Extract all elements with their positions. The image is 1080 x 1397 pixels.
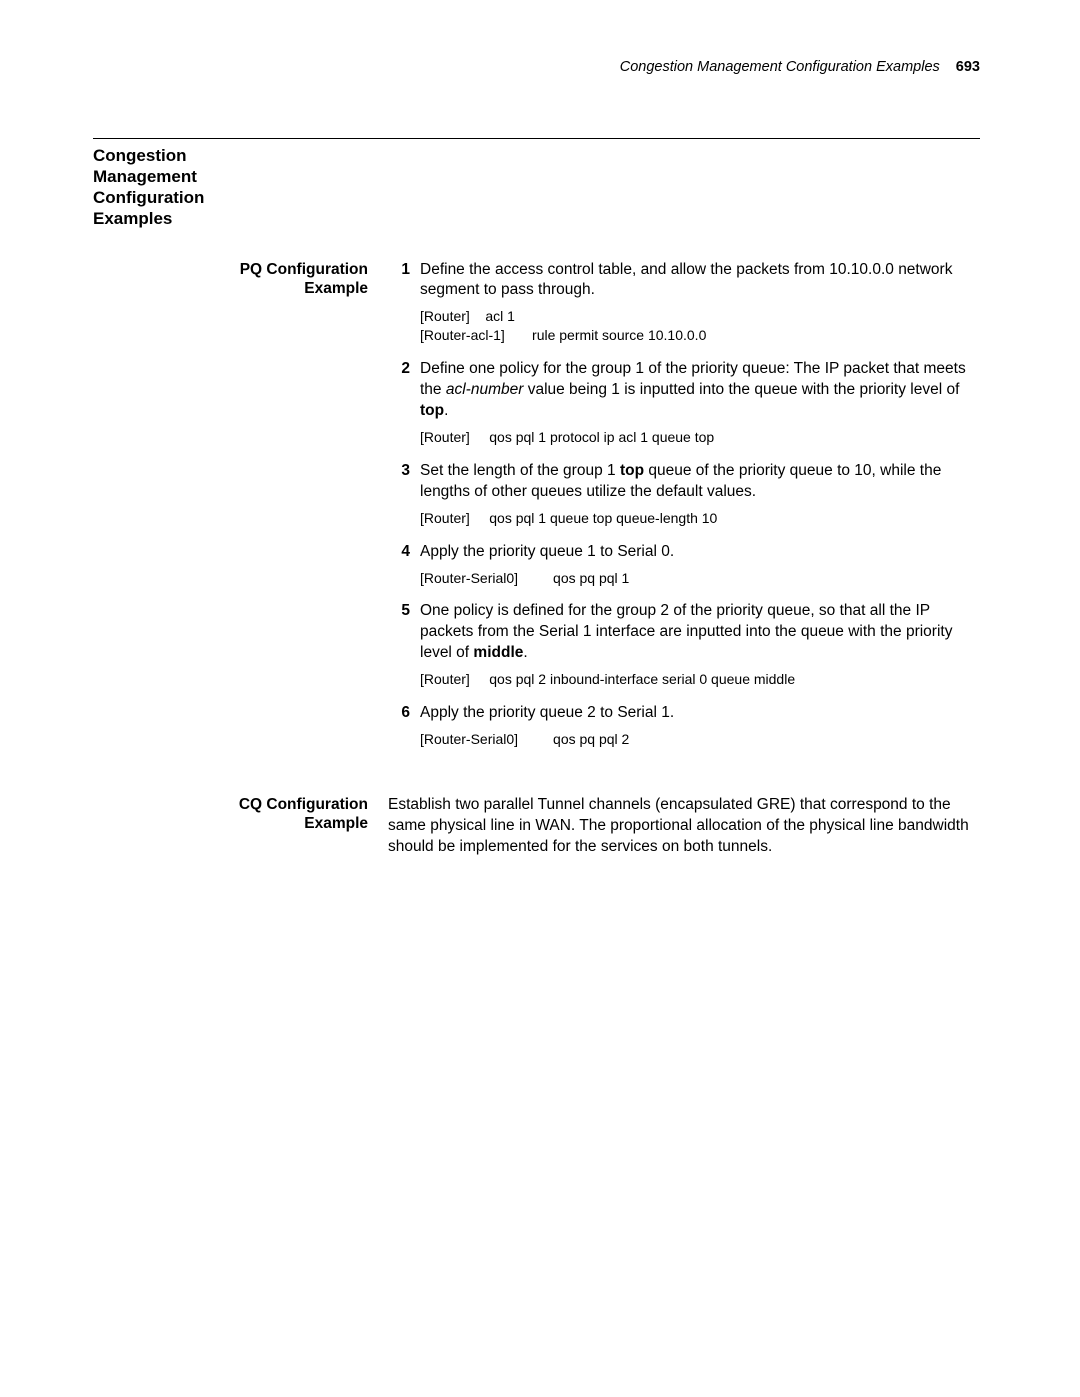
step-text: Define one policy for the group 1 of the… bbox=[420, 359, 980, 422]
cq-block: CQ Configuration Example Establish two p… bbox=[93, 795, 980, 858]
pq-body: Define the access control table, and all… bbox=[388, 260, 980, 763]
section-title: Congestion Management Configuration Exam… bbox=[93, 145, 253, 230]
step-item: Define the access control table, and all… bbox=[388, 260, 980, 346]
code-block: [Router] qos pql 1 protocol ip acl 1 que… bbox=[420, 428, 980, 447]
section-title-line: Congestion bbox=[93, 146, 187, 165]
step-text-span: Apply the priority queue 1 to Serial 0. bbox=[420, 543, 674, 560]
step-bold: top bbox=[620, 462, 644, 479]
code-block: [Router] qos pql 2 inbound-interface ser… bbox=[420, 670, 980, 689]
pq-label-line: Example bbox=[304, 280, 368, 297]
cq-paragraph: Establish two parallel Tunnel channels (… bbox=[388, 795, 980, 858]
horizontal-rule bbox=[93, 138, 980, 139]
step-text: One policy is defined for the group 2 of… bbox=[420, 601, 980, 664]
section-title-line: Management bbox=[93, 167, 197, 186]
code-block: [Router] qos pql 1 queue top queue-lengt… bbox=[420, 509, 980, 528]
section-title-line: Configuration bbox=[93, 188, 204, 207]
step-text-span: Define the access control table, and all… bbox=[420, 261, 952, 299]
step-item: Apply the priority queue 2 to Serial 1. … bbox=[388, 703, 980, 749]
step-item: Set the length of the group 1 top queue … bbox=[388, 461, 980, 528]
step-text-span: value being 1 is inputted into the queue… bbox=[523, 381, 959, 398]
code-block: [Router-Serial0] qos pq pql 2 bbox=[420, 730, 980, 749]
step-bold: top bbox=[420, 402, 444, 419]
step-text: Define the access control table, and all… bbox=[420, 260, 980, 302]
page-number: 693 bbox=[956, 59, 980, 75]
running-header: Congestion Management Configuration Exam… bbox=[93, 58, 980, 78]
pq-steps: Define the access control table, and all… bbox=[388, 260, 980, 749]
code-block: [Router] acl 1 [Router-acl-1] rule permi… bbox=[420, 307, 980, 345]
step-text-span: . bbox=[444, 402, 448, 419]
step-text-span: Set the length of the group 1 bbox=[420, 462, 620, 479]
step-item: Apply the priority queue 1 to Serial 0. … bbox=[388, 542, 980, 588]
cq-label: CQ Configuration Example bbox=[93, 795, 388, 858]
pq-block: PQ Configuration Example Define the acce… bbox=[93, 260, 980, 763]
pq-label-line: PQ Configuration bbox=[240, 261, 368, 278]
step-item: One policy is defined for the group 2 of… bbox=[388, 601, 980, 689]
code-block: [Router-Serial0] qos pq pql 1 bbox=[420, 569, 980, 588]
step-bold: middle bbox=[473, 644, 523, 661]
cq-label-line: Example bbox=[304, 815, 368, 832]
step-italic: acl-number bbox=[446, 381, 524, 398]
cq-body: Establish two parallel Tunnel channels (… bbox=[388, 795, 980, 858]
cq-label-line: CQ Configuration bbox=[239, 796, 368, 813]
section-title-line: Examples bbox=[93, 209, 172, 228]
step-item: Define one policy for the group 1 of the… bbox=[388, 359, 980, 447]
step-text-span: Apply the priority queue 2 to Serial 1. bbox=[420, 704, 674, 721]
step-text: Set the length of the group 1 top queue … bbox=[420, 461, 980, 503]
pq-label: PQ Configuration Example bbox=[93, 260, 388, 763]
running-title: Congestion Management Configuration Exam… bbox=[620, 59, 940, 75]
step-text: Apply the priority queue 1 to Serial 0. bbox=[420, 542, 980, 563]
page: Congestion Management Configuration Exam… bbox=[0, 0, 1080, 1397]
step-text: Apply the priority queue 2 to Serial 1. bbox=[420, 703, 980, 724]
step-text-span: . bbox=[523, 644, 527, 661]
